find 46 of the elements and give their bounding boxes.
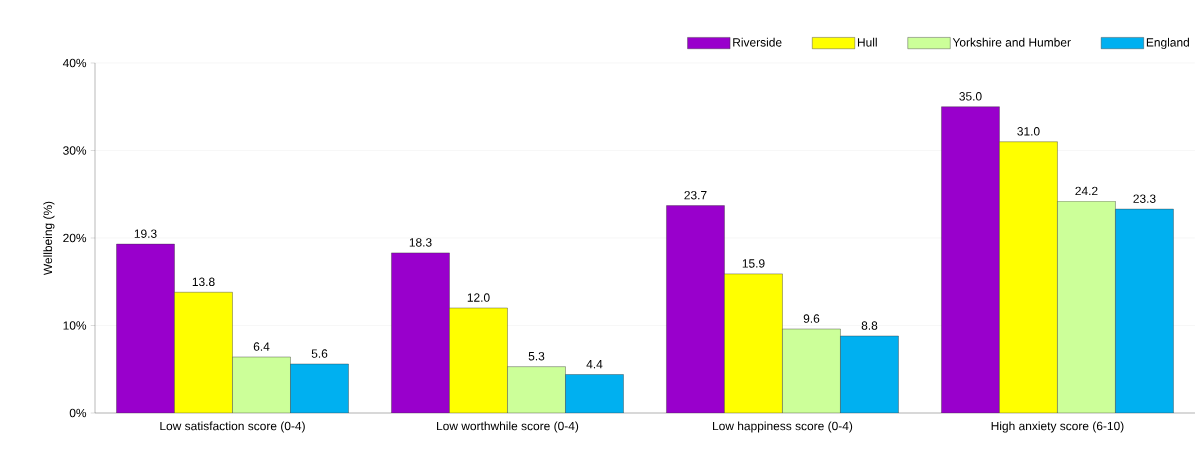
data-label: 6.4 [253,342,270,351]
data-label: 5.3 [528,351,545,361]
y-tick-label: 10% [63,321,87,330]
y-tick-label: 30% [63,146,87,155]
bar [449,307,508,413]
y-axis-title: Wellbeing (%) [43,201,55,276]
x-tick-label: Low happiness score (0-4) [713,421,853,433]
legend-label: Riverside [733,37,782,47]
data-label: 5.6 [311,349,328,358]
x-tick-label: Low satisfaction score (0-4) [160,421,305,433]
legend-label: Hull [857,37,877,47]
data-label: 23.7 [684,190,707,200]
y-tick-label: 40% [62,58,87,68]
bar [941,106,1000,413]
bar [840,335,899,413]
bar [116,243,175,413]
bar [391,252,450,413]
bar [1115,208,1174,413]
y-tick-label: 0% [69,408,87,418]
data-label: 8.8 [861,321,878,330]
bar [724,273,783,413]
data-label: 9.6 [803,314,820,323]
x-tick-label: High anxiety score (6-10) [991,421,1124,433]
bar [666,205,725,413]
data-label: 18.3 [409,238,432,247]
bar [232,356,291,413]
bar [782,328,841,413]
bar [565,374,624,413]
data-label: 23.3 [1133,194,1156,203]
data-label: 19.3 [134,229,157,238]
data-label: 15.9 [742,259,765,268]
data-label: 4.4 [586,360,603,369]
data-label: 13.8 [192,277,215,287]
legend-label: England [1146,37,1189,49]
data-label: 35.0 [959,92,982,101]
bar [290,363,349,413]
y-tick-label: 20% [63,233,87,243]
data-label: 24.2 [1075,186,1098,196]
bar [174,292,233,413]
data-label: 31.0 [1017,127,1040,136]
bar [507,366,566,413]
legend-label: Yorkshire and Humber [952,37,1071,47]
bar [999,141,1058,413]
bar [1057,201,1116,413]
x-tick-label: Low worthwhile score (0-4) [437,421,579,433]
data-label: 12.0 [467,293,490,302]
